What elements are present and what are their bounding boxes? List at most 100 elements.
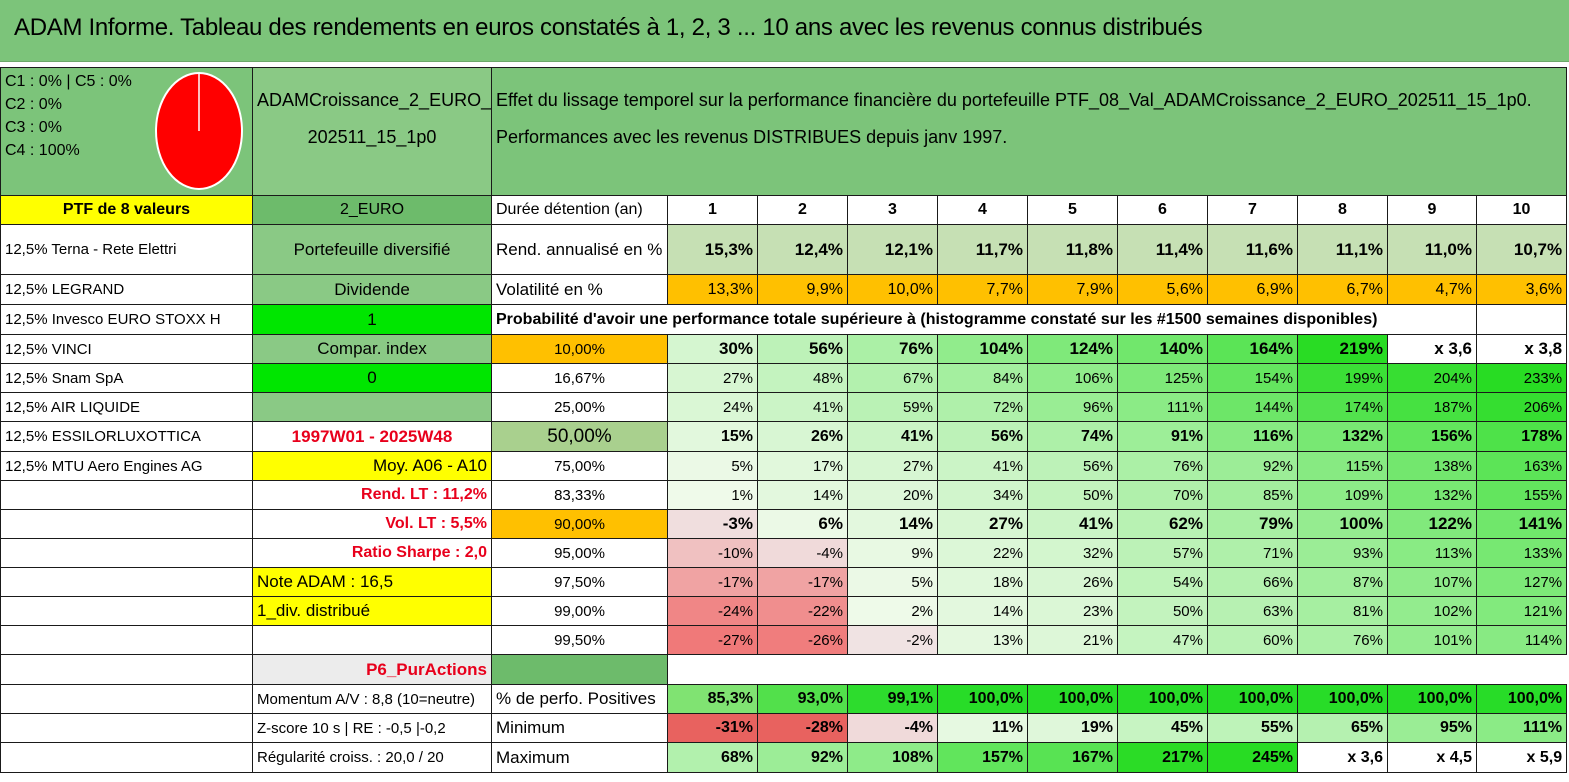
- value-cell: 157%: [937, 742, 1028, 773]
- value-cell: 26%: [757, 421, 848, 452]
- value-cell: 14%: [847, 509, 938, 539]
- duration-label: Durée détention (an): [491, 195, 668, 225]
- table-row: 12,5% Terna - Rete Elettri Portefeuille d…: [0, 224, 1568, 275]
- value-cell: 34%: [937, 480, 1028, 510]
- value-cell: -2%: [847, 625, 938, 655]
- value-cell: 27%: [847, 451, 938, 481]
- min-label: Minimum: [491, 713, 668, 743]
- value-cell: 245%: [1207, 742, 1298, 773]
- value-cell: 76%: [847, 334, 938, 364]
- value-cell: 56%: [1027, 451, 1118, 481]
- compar-index-label: Compar. index: [252, 334, 492, 364]
- rend-label: Rend. annualisé en %: [491, 224, 668, 275]
- portfolio-name-cell: ADAMCroissance_2_EURO_ 202511_15_1p0: [252, 67, 492, 196]
- value-cell: 84%: [937, 363, 1028, 393]
- value-cell: 57%: [1117, 538, 1208, 568]
- empty-cell: [491, 654, 668, 685]
- pos-value: 100,0%: [1117, 684, 1208, 714]
- vol-value: 4,7%: [1387, 274, 1477, 305]
- quantile-label: 75,00%: [491, 451, 668, 481]
- value-cell: 76%: [1117, 451, 1208, 481]
- value-cell: 95%: [1387, 713, 1477, 743]
- value-cell: -26%: [757, 625, 848, 655]
- holding-item: 12,5% VINCI: [0, 334, 253, 364]
- value-cell: 2%: [847, 596, 938, 626]
- quantile-label: 50,00%: [491, 421, 668, 452]
- quantile-label: 97,50%: [491, 567, 668, 597]
- rend-value: 11,7%: [937, 224, 1028, 275]
- rend-value: 11,8%: [1027, 224, 1118, 275]
- value-cell: 81%: [1297, 596, 1388, 626]
- table-row: Régularité croiss. : 20,0 / 20 Maximum 68%…: [0, 742, 1568, 773]
- year-header: 10: [1475, 195, 1568, 225]
- value-cell: 79%: [1207, 509, 1298, 539]
- value-cell: -28%: [757, 713, 848, 743]
- value-cell: 45%: [1117, 713, 1208, 743]
- value-cell: 132%: [1297, 421, 1388, 452]
- holding-item: 12,5% Invesco EURO STOXX H: [0, 304, 253, 335]
- value-cell: x 3,6: [1387, 334, 1477, 364]
- table-row: Rend. LT : 11,2% 83,33% 1% 14% 20% 34% 50% 70% 8…: [0, 480, 1568, 510]
- value-cell: x 4,5: [1387, 742, 1477, 773]
- year-header: 5: [1027, 195, 1118, 225]
- empty-cell: [0, 713, 253, 743]
- pos-value: 85,3%: [667, 684, 758, 714]
- value-cell: 187%: [1387, 392, 1477, 422]
- year-header: 1: [667, 195, 758, 225]
- value-cell: 56%: [937, 421, 1028, 452]
- year-header: 8: [1297, 195, 1388, 225]
- dividende-value: 1: [252, 304, 492, 335]
- description-line2: Performances avec les revenus DISTRIBUES…: [496, 127, 1008, 147]
- legend-item: C1 : 0% | C5 : 0%: [5, 73, 132, 90]
- value-cell: -17%: [667, 567, 758, 597]
- value-cell: 11%: [937, 713, 1028, 743]
- value-cell: 122%: [1387, 509, 1477, 539]
- performance-table: C1 : 0% | C5 : 0% C2 : 0% C3 : 0% C4 : 1…: [0, 67, 1568, 773]
- table-row: P6_PurActions: [0, 654, 1567, 685]
- empty-cell: [0, 684, 253, 714]
- legend-item: C3 : 0%: [5, 119, 62, 136]
- value-cell: 124%: [1027, 334, 1118, 364]
- value-cell: 96%: [1027, 392, 1118, 422]
- value-cell: 14%: [757, 480, 848, 510]
- value-cell: 47%: [1117, 625, 1208, 655]
- value-cell: 141%: [1475, 509, 1568, 539]
- value-cell: x 3,8: [1475, 334, 1568, 364]
- rend-value: 11,0%: [1387, 224, 1477, 275]
- value-cell: 72%: [937, 392, 1028, 422]
- value-cell: 93%: [1297, 538, 1388, 568]
- value-cell: 32%: [1027, 538, 1118, 568]
- value-cell: 13%: [937, 625, 1028, 655]
- value-cell: 26%: [1027, 567, 1118, 597]
- value-cell: 68%: [667, 742, 758, 773]
- value-cell: 23%: [1027, 596, 1118, 626]
- empty-cell: [0, 625, 253, 655]
- value-cell: 114%: [1475, 625, 1568, 655]
- value-cell: 74%: [1027, 421, 1118, 452]
- sharpe-label: Ratio Sharpe : 2,0: [252, 538, 492, 568]
- rend-value: 12,4%: [757, 224, 848, 275]
- value-cell: 41%: [847, 421, 938, 452]
- value-cell: 17%: [757, 451, 848, 481]
- pos-value: 99,1%: [847, 684, 938, 714]
- value-cell: 91%: [1117, 421, 1208, 452]
- empty-cell: [668, 655, 1567, 685]
- empty-cell: [0, 742, 253, 773]
- value-cell: 133%: [1475, 538, 1568, 568]
- vol-value: 5,6%: [1117, 274, 1208, 305]
- value-cell: 164%: [1207, 334, 1298, 364]
- holding-item: 12,5% MTU Aero Engines AG: [0, 451, 253, 481]
- p6-label: P6_PurActions: [252, 654, 492, 685]
- regularite-label: Régularité croiss. : 20,0 / 20: [252, 742, 492, 773]
- value-cell: 20%: [847, 480, 938, 510]
- value-cell: 154%: [1207, 363, 1298, 393]
- legend-cell: C1 : 0% | C5 : 0% C2 : 0% C3 : 0% C4 : 1…: [0, 67, 253, 196]
- proba-title: Probabilité d'avoir une performance tota…: [491, 304, 1477, 335]
- pos-value: 93,0%: [757, 684, 848, 714]
- max-label: Maximum: [491, 742, 668, 773]
- value-cell: 113%: [1387, 538, 1477, 568]
- value-cell: 92%: [757, 742, 848, 773]
- value-cell: 27%: [937, 509, 1028, 539]
- pos-value: 100,0%: [1027, 684, 1118, 714]
- table-row: Momentum A/V : 8,8 (10=neutre)% de perfo…: [0, 684, 1568, 714]
